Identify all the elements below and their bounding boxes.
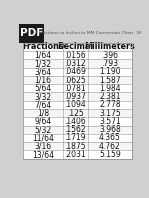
Text: 3.571: 3.571 (99, 117, 121, 126)
Text: 1.984: 1.984 (99, 84, 121, 93)
Text: 3/64: 3/64 (34, 67, 52, 76)
Text: 1.587: 1.587 (99, 76, 121, 85)
Text: PDF: PDF (20, 28, 43, 38)
Text: .0312: .0312 (64, 59, 86, 68)
Text: .1875: .1875 (64, 142, 86, 151)
Text: 3.175: 3.175 (99, 109, 121, 118)
FancyBboxPatch shape (23, 43, 132, 159)
Text: .0937: .0937 (64, 92, 86, 101)
FancyBboxPatch shape (23, 117, 132, 126)
Text: Fractions to Inches to MM Conversion Chart  36: Fractions to Inches to MM Conversion Cha… (39, 31, 142, 35)
Text: Fractions: Fractions (22, 42, 64, 51)
FancyBboxPatch shape (23, 142, 132, 150)
FancyBboxPatch shape (19, 24, 44, 43)
FancyBboxPatch shape (23, 43, 132, 51)
FancyBboxPatch shape (23, 101, 132, 109)
Text: 1/32: 1/32 (34, 59, 51, 68)
Text: 1.190: 1.190 (99, 67, 121, 76)
Text: .2031: .2031 (64, 150, 86, 159)
Text: 5/64: 5/64 (34, 84, 52, 93)
Text: 5/32: 5/32 (34, 125, 51, 134)
FancyBboxPatch shape (23, 84, 132, 92)
Text: .1406: .1406 (64, 117, 86, 126)
Text: .0156: .0156 (64, 51, 86, 60)
FancyBboxPatch shape (23, 59, 132, 68)
Text: 9/64: 9/64 (34, 117, 52, 126)
Text: .1094: .1094 (64, 100, 86, 109)
Text: .396: .396 (101, 51, 118, 60)
Text: .793: .793 (101, 59, 118, 68)
FancyBboxPatch shape (23, 150, 132, 159)
FancyBboxPatch shape (23, 68, 132, 76)
Text: Millimeters: Millimeters (84, 42, 135, 51)
Text: .0625: .0625 (64, 76, 86, 85)
FancyBboxPatch shape (23, 134, 132, 142)
Text: .0781: .0781 (64, 84, 86, 93)
FancyBboxPatch shape (23, 92, 132, 101)
Text: .0469: .0469 (64, 67, 86, 76)
Text: 4.762: 4.762 (99, 142, 121, 151)
Text: 1/64: 1/64 (34, 51, 51, 60)
FancyBboxPatch shape (23, 126, 132, 134)
Text: 2.381: 2.381 (99, 92, 121, 101)
FancyBboxPatch shape (23, 109, 132, 117)
Text: .1719: .1719 (64, 133, 86, 143)
FancyBboxPatch shape (23, 51, 132, 59)
Text: 13/64: 13/64 (32, 150, 54, 159)
Text: 4.365: 4.365 (99, 133, 121, 143)
Text: 3.968: 3.968 (99, 125, 121, 134)
Text: 1/16: 1/16 (34, 76, 51, 85)
Text: 3/32: 3/32 (34, 92, 51, 101)
Text: 1/8: 1/8 (37, 109, 49, 118)
FancyBboxPatch shape (23, 76, 132, 84)
Text: 11/64: 11/64 (32, 133, 54, 143)
Text: 3/16: 3/16 (34, 142, 51, 151)
Text: 5.159: 5.159 (99, 150, 121, 159)
Text: .1562: .1562 (64, 125, 86, 134)
Text: 7/64: 7/64 (34, 100, 52, 109)
Text: .125: .125 (67, 109, 84, 118)
Text: Decimal: Decimal (57, 42, 93, 51)
Text: 2.778: 2.778 (99, 100, 121, 109)
